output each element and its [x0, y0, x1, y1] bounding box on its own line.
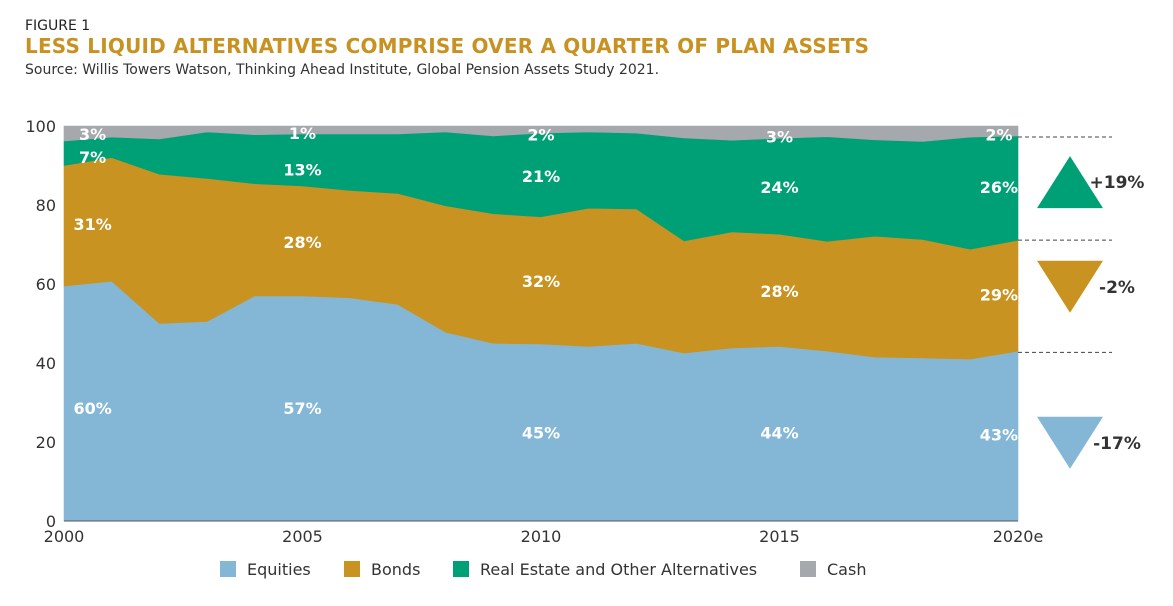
data-label: 28% [760, 282, 798, 301]
data-label: 3% [79, 125, 106, 144]
legend-swatch-real-estate-and-other-alternatives [453, 561, 469, 577]
data-label: 32% [522, 272, 560, 291]
chart-source: Source: Willis Towers Watson, Thinking A… [25, 62, 660, 78]
legend-label: Equities [247, 560, 311, 579]
y-tick-label: 0 [46, 512, 56, 531]
legend-label: Real Estate and Other Alternatives [480, 560, 757, 579]
data-label: 29% [980, 285, 1018, 304]
y-tick-label: 20 [36, 433, 56, 452]
data-label: 21% [522, 167, 560, 186]
axes: 0 20 40 60 80 100 2000 2005 2010 2015 2020e [25, 117, 1112, 546]
x-tick-label: 2005 [282, 527, 323, 546]
data-label: 24% [760, 178, 798, 197]
figure-label: FIGURE 1 [25, 18, 91, 34]
data-label: 2% [527, 126, 554, 145]
change-up-triangle-icon [1037, 156, 1103, 209]
legend: Equities Bonds Real Estate and Other Alter… [220, 560, 866, 579]
change-down-triangle-icon [1037, 416, 1103, 469]
legend-swatch-cash [800, 561, 816, 577]
y-tick-label: 100 [25, 117, 56, 136]
data-label: 26% [980, 178, 1018, 197]
data-label: 7% [79, 148, 106, 167]
data-labels: 3% 7% 31% 60% 1% 13% 28% 57% 2% 21% 32% 45% 3% 24% 28%… [73, 124, 1018, 444]
x-tick-label: 2015 [759, 527, 800, 546]
data-label: 3% [766, 127, 793, 146]
change-label: +19% [1090, 173, 1145, 193]
legend-swatch-bonds [344, 561, 360, 577]
data-label: 13% [283, 160, 321, 179]
data-label: 1% [289, 124, 316, 143]
data-label: 45% [522, 424, 560, 443]
y-tick-label: 60 [36, 275, 56, 294]
legend-label: Bonds [371, 560, 420, 579]
data-label: 43% [980, 425, 1018, 444]
change-down-triangle-icon [1037, 260, 1103, 313]
legend-label: Cash [827, 560, 866, 579]
data-label: 57% [283, 399, 321, 418]
change-label: -17% [1093, 434, 1141, 454]
x-tick-label: 2010 [521, 527, 562, 546]
data-label: 28% [283, 233, 321, 252]
legend-swatch-equities [220, 561, 236, 577]
x-tick-label: 2000 [44, 527, 85, 546]
change-indicators: +19% -2% -17% [1037, 156, 1144, 469]
x-tick-label: 2020e [993, 527, 1044, 546]
y-tick-label: 40 [36, 354, 56, 373]
data-label: 44% [760, 424, 798, 443]
y-tick-label: 80 [36, 196, 56, 215]
chart-title: LESS LIQUID ALTERNATIVES COMPRISE OVER A… [25, 34, 870, 58]
data-label: 31% [73, 215, 111, 234]
data-label: 60% [73, 399, 111, 418]
area-cash [63, 125, 1019, 142]
data-label: 2% [985, 126, 1012, 145]
change-label: -2% [1099, 278, 1135, 298]
